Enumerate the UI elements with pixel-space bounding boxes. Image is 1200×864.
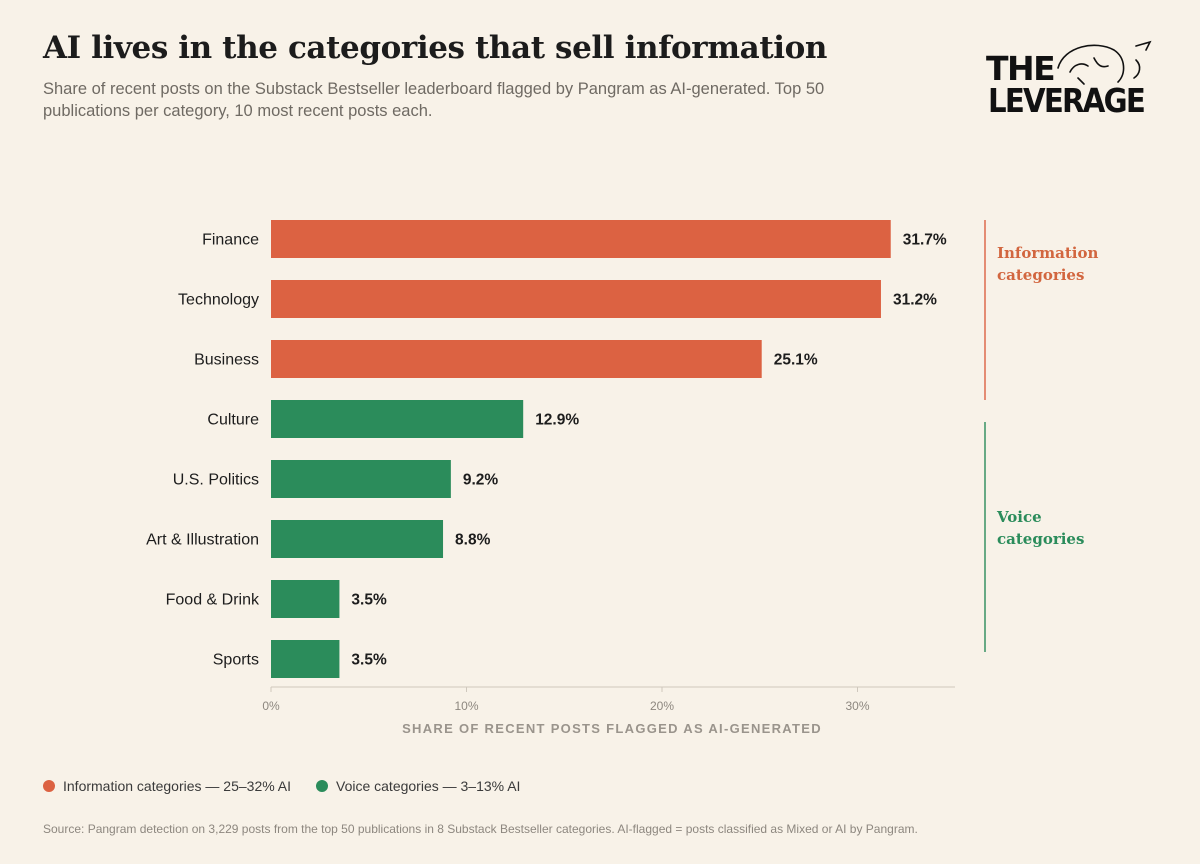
bar-sports	[271, 640, 340, 678]
bar-u-s-politics	[271, 460, 451, 498]
x-tick-label: 10%	[454, 699, 478, 713]
value-label: 31.2%	[893, 292, 937, 309]
value-label: 3.5%	[351, 592, 387, 609]
bar-culture	[271, 400, 524, 438]
bar-food-drink	[271, 580, 340, 618]
value-label: 12.9%	[535, 412, 579, 429]
voice-band-label-line1: Voice	[997, 508, 1042, 526]
information-band-label: Information categories	[997, 242, 1098, 286]
voice-band-label: Voice categories	[997, 506, 1084, 550]
category-label: Business	[194, 352, 259, 369]
value-label: 31.7%	[903, 232, 947, 249]
logo-illustration	[1057, 40, 1152, 85]
category-label: U.S. Politics	[173, 472, 259, 489]
category-label: Technology	[178, 292, 259, 309]
legend-label-information: Information categories — 25–32% AI	[63, 778, 292, 794]
value-label: 9.2%	[463, 472, 499, 489]
legend-item-information: Information categories — 25–32% AI	[43, 778, 291, 794]
category-label: Sports	[213, 652, 259, 669]
bar-art-illustration	[271, 520, 444, 558]
legend-swatch-voice	[316, 780, 328, 792]
logo-word-leverage: LEVERAGE	[988, 81, 1144, 118]
category-label: Finance	[202, 232, 259, 249]
x-tick-label: 0%	[262, 699, 280, 713]
value-label: 8.8%	[455, 532, 491, 549]
brand-logo: THE LEVERAGE	[986, 40, 1152, 118]
chart-title: AI lives in the categories that sell inf…	[43, 30, 828, 66]
legend-label-voice: Voice categories — 3–13% AI	[336, 778, 521, 794]
x-tick-label: 20%	[650, 699, 674, 713]
category-label: Culture	[207, 412, 259, 429]
x-tick-label: 30%	[845, 699, 869, 713]
chart-subtitle: Share of recent posts on the Substack Be…	[43, 80, 825, 120]
category-label: Food & Drink	[166, 592, 260, 609]
value-label: 3.5%	[351, 652, 387, 669]
bar-business	[271, 340, 762, 378]
voice-band-label-line2: categories	[997, 530, 1085, 548]
legend-swatch-information	[43, 780, 55, 792]
information-band-label-line1: Information	[997, 244, 1099, 262]
category-label: Art & Illustration	[146, 532, 259, 549]
logo-word-the: THE	[986, 49, 1054, 88]
bar-technology	[271, 280, 881, 318]
x-axis-title: SHARE OF RECENT POSTS FLAGGED AS AI-GENE…	[402, 721, 822, 736]
source-note: Source: Pangram detection on 3,229 posts…	[43, 822, 918, 836]
bar-finance	[271, 220, 891, 258]
legend-item-voice: Voice categories — 3–13% AI	[316, 778, 520, 794]
value-label: 25.1%	[774, 352, 818, 369]
information-band-label-line2: categories	[997, 266, 1085, 284]
